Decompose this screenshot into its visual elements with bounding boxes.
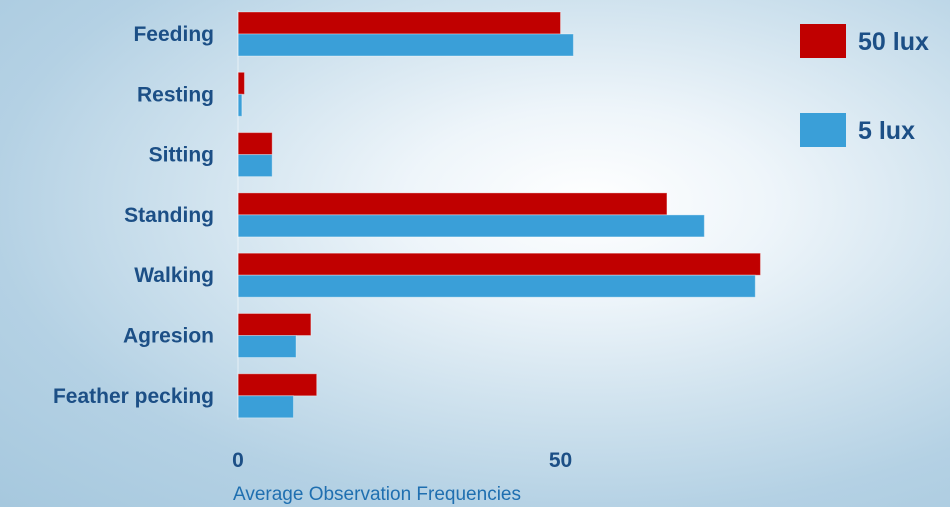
bar-series1-sitting (237, 132, 273, 156)
bar-series1-agresion (237, 313, 312, 336)
legend-swatch-series2 (800, 113, 846, 147)
legend-label-series2: 5 lux (858, 117, 915, 145)
bar-series2-standing (237, 214, 705, 238)
bar-series2-agresion (237, 335, 297, 358)
category-label: Resting (137, 83, 214, 106)
bar-series2-feeding (237, 33, 574, 57)
bar-series2-walking (237, 274, 756, 298)
legend-swatch-series1 (800, 24, 846, 58)
x-tick-label: 0 (232, 449, 244, 472)
bar-series1-feather-pecking (237, 373, 318, 397)
category-label: Standing (124, 204, 214, 227)
category-label: Agresion (123, 325, 214, 348)
bar-series2-feather-pecking (237, 395, 294, 419)
legend: 50 lux 5 lux (800, 24, 929, 147)
bar-series1-resting (237, 71, 245, 95)
bar-series2-sitting (237, 154, 273, 178)
bar-series1-standing (237, 192, 668, 216)
category-label: Feather pecking (53, 385, 214, 408)
bar-series1-walking (237, 252, 761, 276)
category-label: Walking (134, 264, 214, 287)
x-axis-title: Average Observation Frequencies (233, 484, 521, 505)
bar-series2-resting (237, 93, 243, 117)
bars-layer (237, 11, 761, 419)
legend-label-series1: 50 lux (858, 28, 929, 56)
x-tick-label: 50 (549, 449, 572, 472)
bar-series1-feeding (237, 11, 561, 35)
category-label: Feeding (133, 23, 214, 46)
category-label: Sitting (149, 144, 214, 167)
category-labels: Feeding Resting Sitting Standing Walking Agre… (53, 23, 214, 408)
x-axis-ticks: 0 50 (232, 449, 572, 472)
